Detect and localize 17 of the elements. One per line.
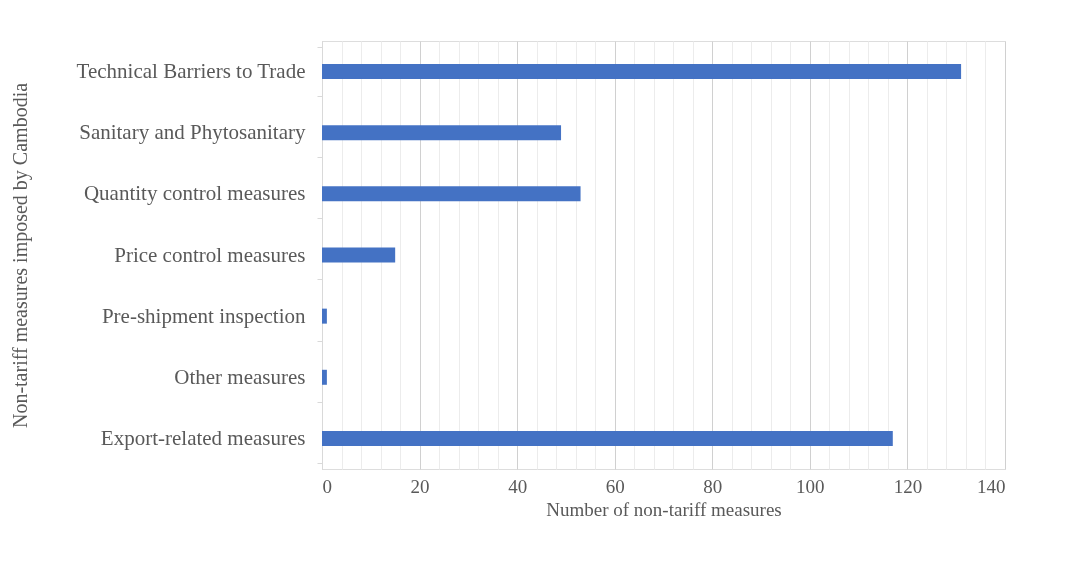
- y-tick-label: Technical Barriers to Trade: [76, 59, 306, 84]
- y-axis-title: Non-tariff measures imposed by Cambodia: [8, 82, 32, 429]
- y-tick-label: Price control measures: [114, 242, 306, 267]
- y-tick-label: Export-related measures: [100, 425, 306, 450]
- y-tick-label: Pre-shipment inspection: [101, 303, 306, 328]
- y-tick-label: Quantity control measures: [83, 181, 306, 206]
- x-tick-label: 60: [605, 475, 625, 497]
- x-tick-label: 100: [796, 475, 825, 497]
- x-tick-label: 140: [977, 475, 1006, 497]
- x-tick-label: 40: [508, 475, 528, 497]
- y-tick-label: Sanitary and Phytosanitary: [79, 120, 306, 145]
- x-tick-label: 120: [893, 475, 923, 497]
- x-tick-label: 20: [410, 475, 430, 497]
- y-tick-label: Other measures: [174, 364, 306, 389]
- x-axis-title: Number of non-tariff measures: [546, 498, 782, 520]
- x-tick-label: 0: [322, 475, 332, 497]
- x-tick-label: 80: [703, 475, 723, 497]
